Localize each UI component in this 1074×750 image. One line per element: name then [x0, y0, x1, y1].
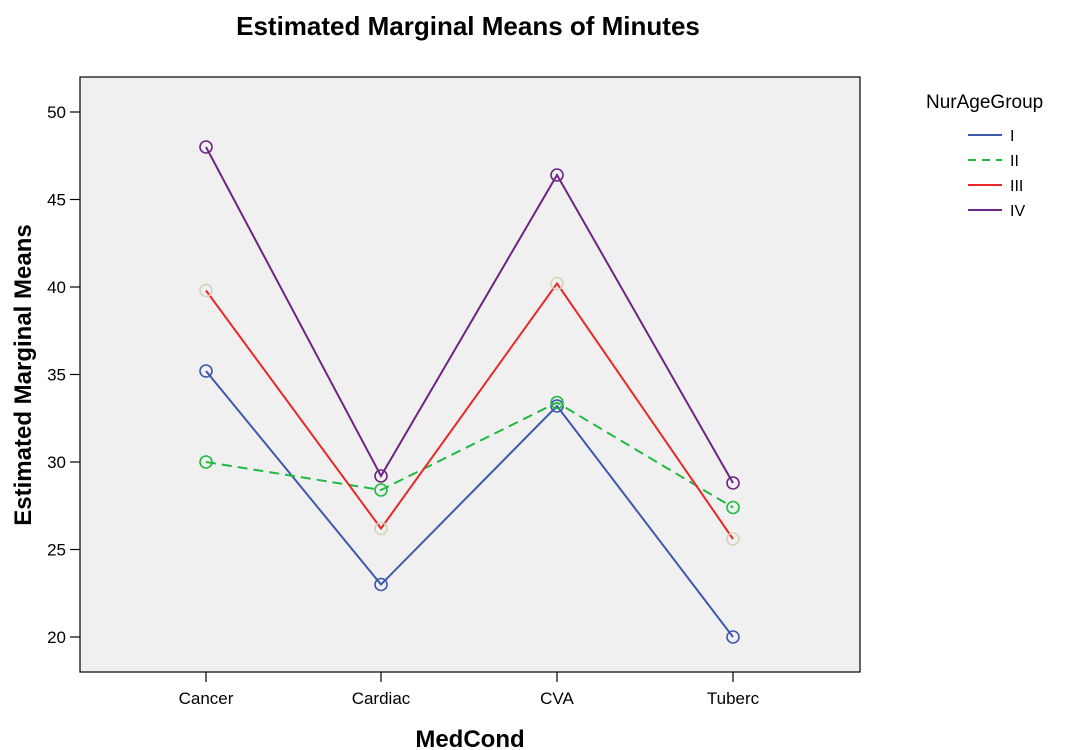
x-tick-label: Tuberc — [707, 689, 760, 708]
y-tick-label: 45 — [47, 191, 66, 210]
data-point-I — [726, 630, 740, 644]
series-line-IV — [205, 146, 734, 484]
data-point-III — [199, 283, 213, 298]
series-line-III — [205, 281, 734, 540]
data-point-IV — [550, 168, 564, 182]
y-tick-label: 35 — [47, 366, 66, 385]
data-point-I — [550, 399, 564, 413]
data-point-III — [550, 276, 564, 291]
data-point-IV — [726, 476, 740, 490]
series-line-I — [205, 370, 734, 638]
y-tick-label: 30 — [47, 453, 66, 472]
data-point-IV — [374, 469, 388, 483]
data-point-IV — [199, 140, 213, 154]
data-point-II — [550, 395, 564, 410]
data-point-II — [374, 483, 388, 497]
y-axis-title: Estimated Marginal Means — [10, 224, 37, 525]
x-tick-label: Cancer — [179, 689, 234, 708]
data-point-II — [726, 500, 740, 515]
data-point-I — [199, 364, 213, 378]
data-point-III — [726, 532, 740, 546]
y-axis: 20 25 30 35 40 45 50 — [47, 103, 80, 647]
y-tick-label: 25 — [47, 541, 66, 560]
legend-label: IV — [1010, 203, 1025, 220]
legend-label: III — [1010, 178, 1023, 195]
legend-title: NurAgeGroup — [926, 92, 1043, 113]
legend-label: II — [1010, 153, 1019, 170]
y-tick-label: 50 — [47, 103, 66, 122]
y-tick-label: 40 — [47, 278, 66, 297]
plot-area — [79, 76, 861, 673]
x-axis: Cancer Cardiac CVA Tuberc — [179, 672, 760, 708]
x-axis-title: MedCond — [415, 726, 524, 750]
y-tick-label: 20 — [47, 628, 66, 647]
x-tick-label: CVA — [540, 689, 574, 708]
legend-label: I — [1010, 128, 1014, 145]
data-point-II — [199, 455, 213, 469]
series-line-II — [205, 401, 734, 509]
series-layer — [199, 140, 740, 644]
data-point-I — [374, 577, 388, 592]
data-point-III — [374, 521, 388, 536]
chart-title: Estimated Marginal Means of Minutes — [236, 11, 700, 41]
x-tick-label: Cardiac — [352, 689, 411, 708]
